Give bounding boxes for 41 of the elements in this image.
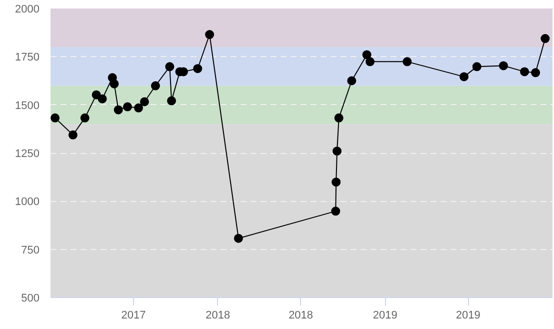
point: [531, 68, 540, 78]
point: [362, 50, 372, 60]
y-tick-label: 1500: [15, 100, 40, 112]
point: [332, 146, 342, 156]
point: [134, 103, 144, 112]
point: [347, 76, 356, 86]
point: [334, 113, 344, 122]
y-tick-label: 500: [21, 292, 40, 304]
point: [540, 34, 550, 44]
x-tick-label: 2018: [288, 310, 314, 322]
point: [110, 79, 119, 88]
point: [331, 206, 340, 216]
point: [123, 102, 132, 112]
y-tick-label: 2000: [15, 4, 40, 16]
point: [140, 97, 149, 106]
point: [520, 67, 530, 76]
x-tick-label: 2017: [121, 310, 146, 322]
x-tick-label: 2019: [456, 310, 480, 322]
point: [50, 113, 60, 122]
point: [80, 113, 90, 122]
x-tick-label: 2018: [206, 310, 230, 322]
point: [234, 234, 243, 243]
y-tick-label: 1250: [15, 148, 40, 160]
point: [472, 62, 482, 72]
point: [366, 57, 375, 66]
point: [205, 30, 214, 39]
x-tick-label: 2019: [372, 310, 398, 322]
point: [68, 130, 78, 140]
point: [193, 64, 202, 74]
point: [498, 61, 508, 70]
y-tick-label: 1750: [15, 52, 40, 64]
point: [98, 94, 107, 104]
point: [114, 105, 123, 114]
point: [402, 57, 412, 66]
point: [150, 81, 160, 90]
point: [332, 178, 341, 187]
point: [167, 96, 176, 106]
point: [460, 72, 469, 82]
y-tick-label: 1000: [15, 196, 40, 208]
point: [165, 62, 174, 72]
y-tick-label: 750: [21, 244, 40, 256]
